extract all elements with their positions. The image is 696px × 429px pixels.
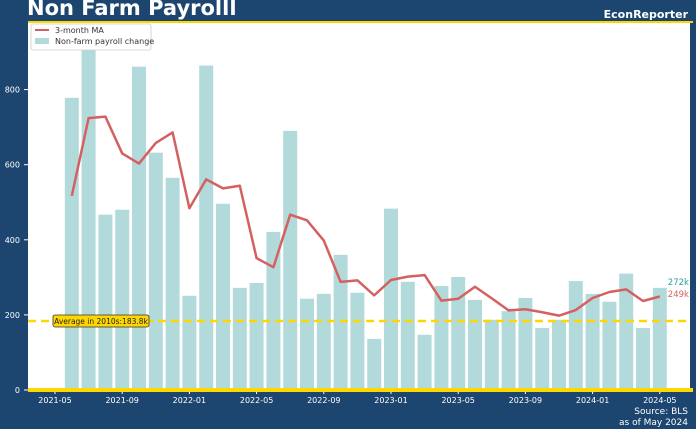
line-end-label: 249k [668,290,689,300]
bar [249,282,264,390]
bar [300,298,314,390]
x-tick-label: 2021-09 [105,396,138,405]
bar [165,177,180,390]
x-tick-label: 2022-01 [173,396,206,405]
y-tick-label: 600 [5,161,20,170]
bar [619,273,634,390]
bar [400,281,415,390]
bar [148,152,163,390]
bar [283,130,298,391]
bar [451,276,466,390]
x-tick-label: 2024-01 [576,396,609,405]
average-label-box [52,314,150,328]
bar [266,231,281,390]
legend-bar-swatch [35,38,49,44]
x-tick-label: 2024-05 [643,396,676,405]
bar [535,328,550,390]
x-tick-label: 2022-09 [307,396,340,405]
bar [115,209,130,390]
bar [552,319,566,390]
x-tick-label: 2022-05 [240,396,273,405]
bar [501,311,516,390]
bar [652,287,667,390]
bar [417,334,432,390]
bar [132,66,146,390]
ma-line [70,115,661,317]
bar [98,214,113,390]
x-tick-label: 2023-09 [509,396,542,405]
bar [232,287,247,390]
bar [199,65,214,391]
bar [64,97,79,390]
brand-label: EconReporter [603,8,688,21]
bar [484,319,499,390]
bar [367,338,382,390]
bar [333,254,348,390]
bar-end-label: 272k [668,278,689,288]
y-tick-label: 200 [5,311,20,320]
bar [81,44,96,391]
y-tick-label: 400 [5,236,20,245]
bar [350,292,365,390]
bar [434,285,449,390]
as-of-text: as of May 2024 [619,417,688,428]
bar [216,203,230,390]
y-tick-label: 0 [15,386,20,395]
x-tick-label: 2023-01 [374,396,407,405]
source-text: Source: BLS [634,407,688,417]
bar [636,328,650,390]
legend-label-ma: 3-month MA [55,26,104,35]
x-tick-label: 2023-05 [441,396,474,405]
source-note: Source: BLS as of May 2024 [619,407,688,428]
legend-label-bar: Non-farm payroll change [55,37,154,46]
bar [602,301,617,390]
bar [182,295,197,390]
y-tick-label: 800 [5,86,20,95]
bar [316,293,331,390]
legend-box [30,23,152,51]
bar [384,208,398,390]
bar [518,298,533,390]
bar [468,299,482,390]
average-label: Average in 2010s:183.8k [54,317,148,326]
bar [568,281,583,390]
chart-title: Non Farm Payrolll [27,0,237,20]
x-tick-label: 2021-05 [38,396,71,405]
bar [585,293,600,390]
